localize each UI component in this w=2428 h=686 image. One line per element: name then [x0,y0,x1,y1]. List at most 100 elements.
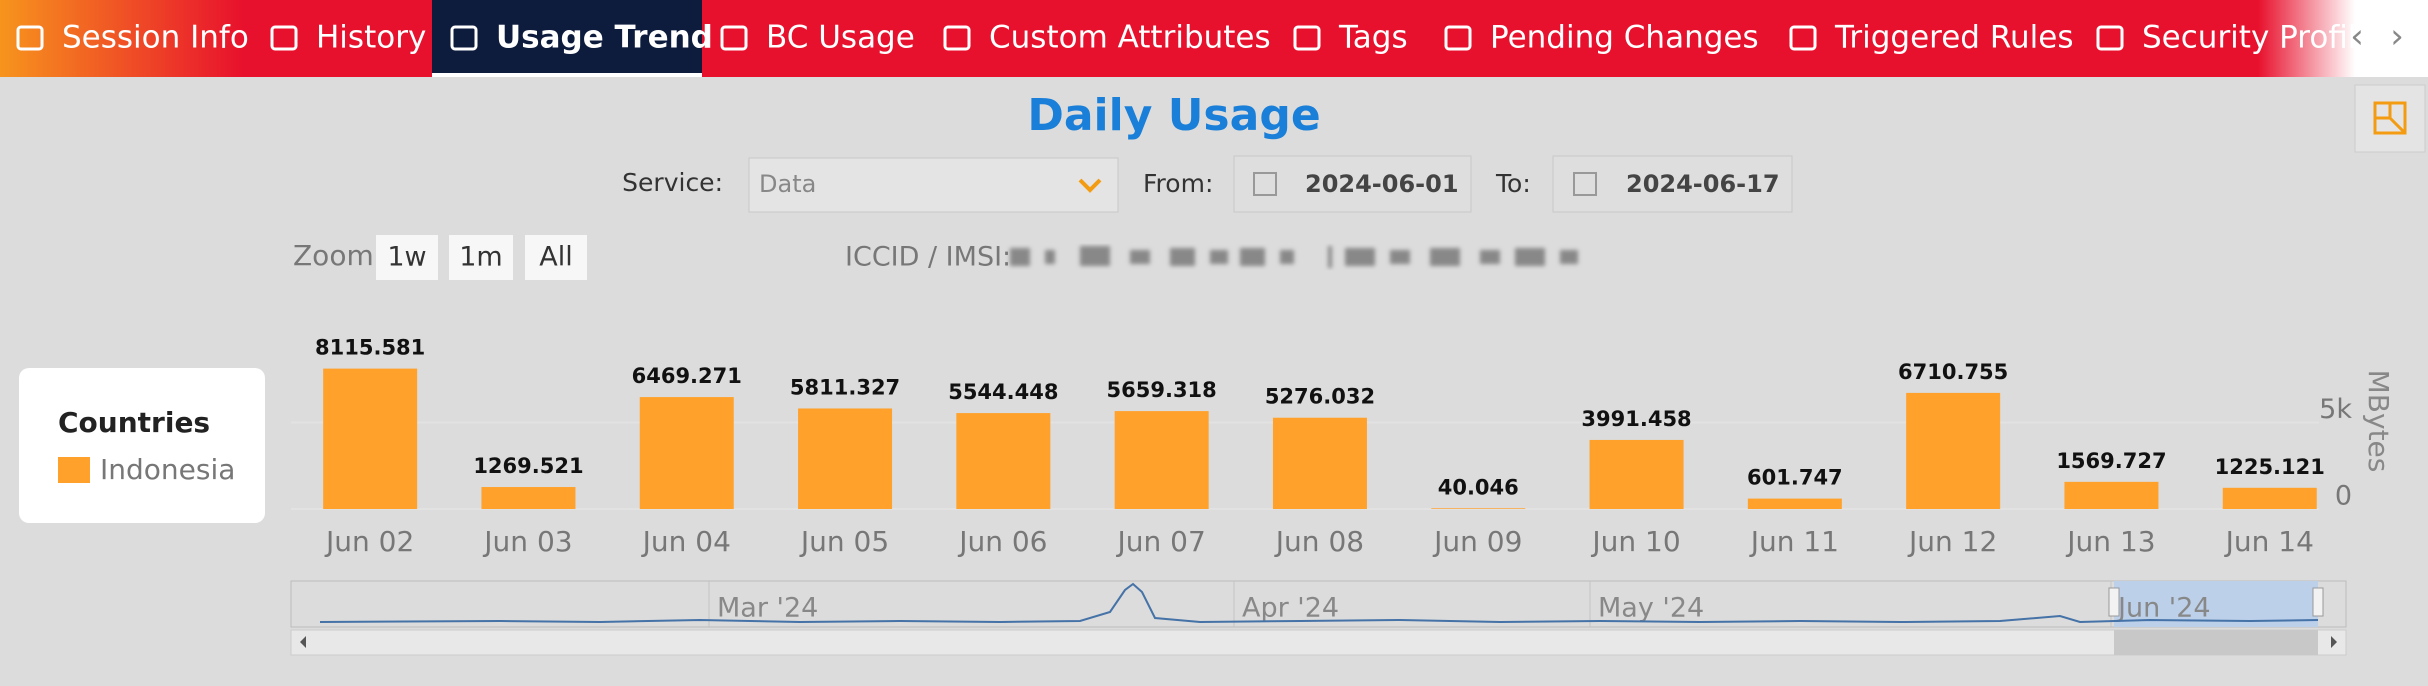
tab-label[interactable]: Usage Trend [496,20,713,56]
x-tick-label: Jun 13 [2065,525,2155,558]
legend-label: Indonesia [100,453,235,486]
navigator-label: Mar '24 [717,593,818,624]
tabs: Session Info History Usage Trend BC Usage Cu… [16,0,2376,77]
bar[interactable] [2222,487,2317,509]
bar[interactable] [1272,417,1367,509]
bar[interactable] [1747,498,1842,509]
bar[interactable] [639,397,734,509]
tab-label[interactable]: Triggered Rules [1834,20,2073,56]
tab-label[interactable]: Tags [1338,20,1408,56]
zoom-button-label: 1w [387,242,426,273]
tab-icon [1293,25,1321,51]
bar[interactable] [956,413,1051,509]
bar[interactable] [1431,508,1526,509]
tab-prev[interactable]: ‹ [2350,17,2364,57]
bar[interactable] [481,487,576,509]
bar[interactable] [1589,439,1684,509]
zoom-buttons: 1w 1m All [376,235,587,280]
tab-label[interactable]: Session Info [62,20,249,56]
tab-icon [720,25,748,51]
data-label: 6469.271 [632,364,742,388]
navigator-line [319,582,2319,624]
bar[interactable] [1114,411,1209,509]
data-label: 3991.458 [1581,407,1691,431]
scrollbar [290,629,2347,656]
scrollbar-thumb[interactable] [2114,630,2318,655]
calendar-icon [1573,172,1597,196]
data-label: 5659.318 [1107,378,1217,402]
data-label: 40.046 [1438,475,1519,499]
navigator-label: Jun '24 [2116,593,2211,624]
x-tick-label: Jun 05 [799,525,889,558]
to-input[interactable] [1552,155,1793,213]
navigator-label: Apr '24 [1242,593,1339,624]
tab-bar [0,0,2428,77]
bar[interactable] [323,368,418,509]
x-tick-label: Jun 12 [1907,525,1997,558]
service-select[interactable] [748,157,1119,213]
zoom-button[interactable] [525,235,587,280]
data-label: 1269.521 [473,454,583,478]
calendar-icon [1253,172,1277,196]
zoom-button-label: All [539,242,572,273]
tab-label[interactable]: Custom Attributes [989,20,1271,56]
y-axis-label: MBytes [2362,370,2395,473]
bar[interactable] [1906,392,2001,509]
tab-label[interactable]: Pending Changes [1490,20,1759,56]
tab-label[interactable]: BC Usage [766,20,915,56]
bar[interactable] [2064,481,2159,509]
select-chevron [1078,178,1102,193]
to-value: 2024-06-17 [1626,170,1780,198]
to-label: To: [1495,169,1531,198]
tab-icon [450,25,478,51]
tab-label[interactable]: Security Profile [2142,20,2376,56]
x-tick-label: Jun 02 [324,525,414,558]
navigator [290,580,2347,628]
y-tick-label: 5k [2319,394,2352,425]
legend [19,368,265,523]
chart-title: Daily Usage [1027,90,1320,141]
tab-next[interactable]: › [2390,17,2404,57]
redacted-id [1010,246,1578,268]
legend-title: Countries [58,406,210,439]
x-tick-label: Jun 11 [1749,525,1839,558]
x-tick-label: Jun 03 [482,525,572,558]
tab-icon [1789,25,1817,51]
tab-icon [270,25,298,51]
data-label: 8115.581 [315,336,425,360]
x-tick-label: Jun 04 [641,525,731,558]
legend-swatch [58,457,90,483]
tab-icon [943,25,971,51]
x-tick-label: Jun 07 [1116,525,1206,558]
tab-icon [1444,25,1472,51]
zoom-button[interactable] [449,235,513,280]
active-tab-underline [432,73,702,77]
legend-items: Indonesia [58,453,235,486]
navigator-labels: Mar '24 Apr '24 May '24 Jun '24 [717,593,2211,624]
data-label: 5276.032 [1265,385,1375,409]
data-label: 1225.121 [2215,455,2325,479]
navigator-label: May '24 [1598,593,1704,624]
navigator-handle[interactable] [2108,587,2120,617]
layout-icon-detail [2375,103,2407,135]
service-label: Service: [622,168,723,197]
plot: 0 5k 8115.581 1269.521 6469.271 5811.327 5544.… [291,336,2352,558]
x-tick-label: Jun 06 [957,525,1047,558]
zoom-button[interactable] [376,235,438,280]
bar[interactable] [798,408,893,509]
data-label: 601.747 [1747,466,1843,490]
from-input[interactable] [1233,155,1472,213]
iccid-label: ICCID / IMSI: [845,242,1011,273]
x-tick-label: Jun 08 [1274,525,1364,558]
from-value: 2024-06-01 [1305,170,1459,198]
navigator-handle[interactable] [2312,587,2324,617]
tab-label[interactable]: History [316,20,426,56]
data-label: 5811.327 [790,375,900,399]
x-tick-label: Jun 10 [1590,525,1680,558]
service-value: Data [759,170,816,198]
data-label: 6710.755 [1898,360,2008,384]
data-label: 5544.448 [948,380,1058,404]
zoom-button-label: 1m [459,242,502,273]
